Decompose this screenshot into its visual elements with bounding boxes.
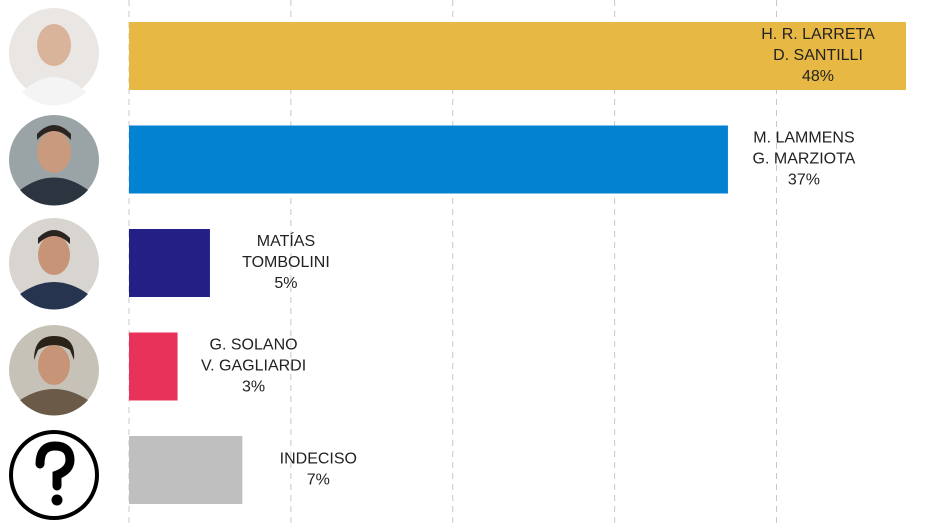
bar	[129, 229, 210, 297]
bar	[129, 333, 178, 401]
avatar	[9, 8, 99, 105]
bar-label: G. SOLANO	[210, 337, 298, 354]
avatar	[9, 325, 99, 416]
value-label: 7%	[307, 472, 330, 489]
bar	[129, 126, 728, 194]
value-label: 5%	[274, 275, 297, 292]
bar-label: M. LAMMENS	[753, 130, 854, 147]
bars: H. R. LARRETA D. SANTILLI 48% M. LAMMENS G. …	[129, 22, 906, 504]
value-label: 3%	[242, 379, 265, 396]
value-label: 37%	[788, 172, 820, 189]
bar-label: G. MARZIOTA	[753, 151, 856, 168]
bar-label: H. R. LARRETA	[761, 26, 875, 43]
question-icon	[11, 432, 97, 518]
bar-label: INDECISO	[280, 451, 357, 468]
avatar	[9, 218, 99, 310]
bar	[129, 436, 242, 504]
avatars	[9, 8, 99, 518]
bar-label: TOMBOLINI	[242, 254, 330, 271]
avatar	[9, 115, 99, 206]
bar-label: D. SANTILLI	[773, 47, 863, 64]
chart: H. R. LARRETA D. SANTILLI 48% M. LAMMENS G. …	[0, 0, 934, 523]
value-label: 48%	[802, 68, 834, 85]
bar-label: V. GAGLIARDI	[201, 358, 306, 375]
bar-label: MATÍAS	[257, 231, 315, 250]
